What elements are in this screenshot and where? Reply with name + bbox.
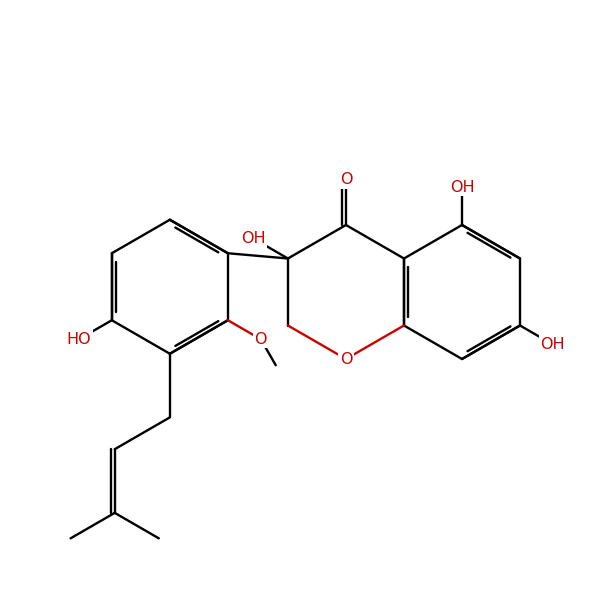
Text: OH: OH xyxy=(541,337,565,352)
Text: O: O xyxy=(340,352,352,367)
Text: O: O xyxy=(254,332,267,347)
Text: OH: OH xyxy=(449,179,475,194)
Text: O: O xyxy=(340,173,352,187)
Text: OH: OH xyxy=(241,231,266,246)
Text: HO: HO xyxy=(67,332,91,347)
